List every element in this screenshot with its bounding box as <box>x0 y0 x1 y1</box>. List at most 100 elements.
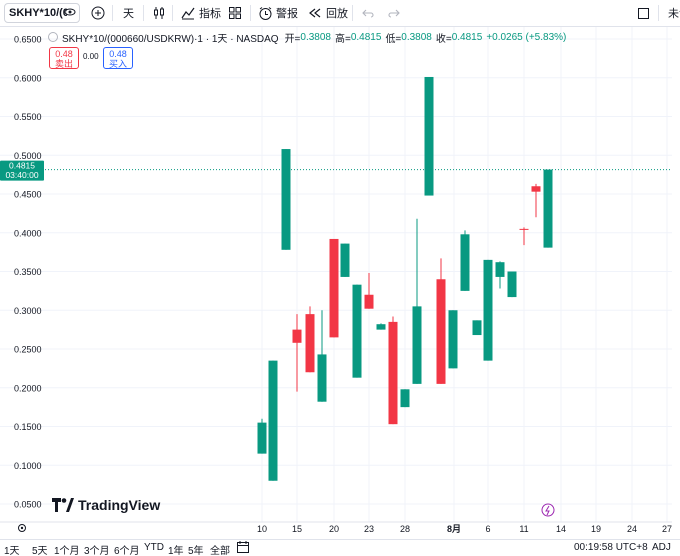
range-5d[interactable]: 5天 <box>32 546 48 556</box>
countdown-value: 03:40:00 <box>5 170 38 180</box>
y-tick-label: 0.6500 <box>14 35 42 45</box>
fullscreen-icon[interactable] <box>637 4 650 22</box>
y-tick-label: 0.3000 <box>14 306 42 316</box>
redo-icon[interactable] <box>388 4 400 22</box>
watermark-text: TradingView <box>78 497 161 513</box>
y-tick-label: 0.3500 <box>14 267 42 277</box>
candle-body <box>483 259 493 361</box>
range-1m[interactable]: 1个月 <box>54 546 80 556</box>
range-all[interactable]: 全部 <box>210 546 230 556</box>
tradingview-logo-icon <box>52 498 74 512</box>
candle-body <box>352 284 362 378</box>
replay-label: 回放 <box>326 8 348 20</box>
undo-icon[interactable] <box>362 4 374 22</box>
candle-body <box>292 329 302 343</box>
adj-toggle[interactable]: ADJ <box>652 542 671 553</box>
range-1d[interactable]: 1天 <box>4 546 20 556</box>
buy-button[interactable]: 0.48 买入 <box>103 47 133 69</box>
event-lightning-icon <box>541 503 555 517</box>
symbol-name: SKHY*10/(00 <box>9 7 67 19</box>
y-tick-label: 0.6000 <box>14 73 42 83</box>
settings-gear-icon[interactable] <box>18 524 26 532</box>
low-value: 0.3808 <box>401 31 432 43</box>
symbol-eye-icon[interactable] <box>64 6 76 21</box>
toolbar-divider <box>250 5 251 21</box>
toolbar-divider <box>658 5 659 21</box>
range-6m[interactable]: 6个月 <box>114 546 140 556</box>
y-tick-label: 0.4500 <box>14 190 42 200</box>
range-5y[interactable]: 5年 <box>188 546 204 556</box>
candle-body <box>317 354 327 402</box>
sell-label: 卖出 <box>54 59 73 69</box>
candle-body <box>531 186 541 192</box>
close-value: 0.4815 <box>451 31 483 43</box>
x-tick-label: 19 <box>591 524 601 534</box>
close-label: 收= <box>435 33 452 45</box>
last-price-value: 0.4815 <box>9 161 35 171</box>
candle-body <box>364 294 374 309</box>
candle-body <box>305 314 315 373</box>
toolbar-divider <box>352 5 353 21</box>
range-3m[interactable]: 3个月 <box>84 546 110 556</box>
chart-legend: SKHY*10/(000660/USDKRW)·1 · 1天 · NASDAQ … <box>48 29 570 45</box>
range-ytd[interactable]: YTD <box>144 542 164 553</box>
interval-button[interactable]: 天 <box>123 8 134 20</box>
open-label: 开= <box>284 33 301 45</box>
settings-gear-center <box>20 526 24 530</box>
x-tick-label: 23 <box>364 524 374 534</box>
layout-name[interactable]: 未命 <box>668 8 680 20</box>
sell-button[interactable]: 0.48 卖出 <box>49 47 79 69</box>
candlestick-chart[interactable]: 0.6500 0.6000 0.5500 0.5000 0.4500 0.4000 0.35… <box>0 27 680 539</box>
candle-body <box>340 243 350 277</box>
high-value: 0.4815 <box>350 31 382 43</box>
date-range-icon[interactable] <box>236 540 250 556</box>
symbol-logo-icon <box>48 32 58 42</box>
candle-body <box>495 262 505 277</box>
x-tick-label: 14 <box>556 524 566 534</box>
toolbar-divider <box>172 5 173 21</box>
candle-body <box>507 271 517 298</box>
bottom-bar: 1天 5天 1个月 3个月 6个月 YTD 1年 5年 全部 00:19:58 … <box>0 539 680 556</box>
candle-body <box>519 228 529 230</box>
legend-title: SKHY*10/(000660/USDKRW)·1 · 1天 · NASDAQ <box>62 33 279 45</box>
spread-value: 0.00 <box>83 52 99 61</box>
lightning-glyph <box>545 505 550 516</box>
candle-style-icon[interactable] <box>152 4 166 22</box>
y-tick-label: 0.2500 <box>14 345 42 355</box>
chart-area[interactable]: 0.6500 0.6000 0.5500 0.5000 0.4500 0.4000 0.35… <box>0 27 680 539</box>
candle-body <box>329 238 339 338</box>
add-symbol-icon[interactable] <box>91 4 105 22</box>
range-1y[interactable]: 1年 <box>168 546 184 556</box>
candle-body <box>400 389 410 408</box>
alert-label: 警报 <box>276 8 298 20</box>
alarm-clock-icon <box>259 6 272 20</box>
indicators-label: 指标 <box>199 8 221 20</box>
tradingview-logo: TradingView <box>52 497 160 513</box>
clock-display[interactable]: 00:19:58 UTC+8 <box>574 542 648 553</box>
last-price-tag <box>0 160 44 181</box>
y-tick-label: 0.5500 <box>14 112 42 122</box>
candle-body <box>448 310 458 369</box>
y-tick-label: 0.5000 <box>14 151 42 161</box>
y-tick-label: 0.4000 <box>14 228 42 238</box>
y-tick-label: 0.1500 <box>14 422 42 432</box>
indicators-icon <box>181 7 195 20</box>
candle-body <box>257 422 267 454</box>
x-tick-label: 28 <box>400 524 410 534</box>
symbol-search[interactable]: SKHY*10/(00 <box>4 3 80 23</box>
candle-body <box>436 279 446 384</box>
candle-body <box>472 320 482 336</box>
y-tick-label: 0.1000 <box>14 461 42 471</box>
x-tick-label: 11 <box>519 524 528 534</box>
indicators-button[interactable]: 指标 <box>181 4 221 22</box>
alert-button[interactable]: 警报 <box>258 4 298 22</box>
candle-body <box>460 234 470 291</box>
x-tick-label: 8月 <box>447 524 461 534</box>
sell-price: 0.48 <box>55 49 73 59</box>
toolbar-divider <box>143 5 144 21</box>
replay-button[interactable]: 回放 <box>308 4 348 22</box>
layout-grid-icon[interactable] <box>228 4 242 22</box>
candle-body <box>543 169 553 248</box>
toolbar-divider <box>112 5 113 21</box>
x-tick-label: 15 <box>292 524 302 534</box>
